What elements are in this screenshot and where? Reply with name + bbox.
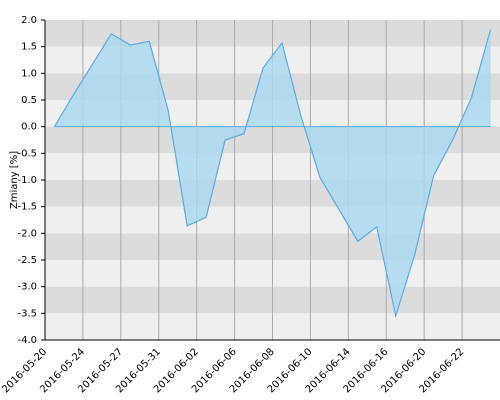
y-tick-label: 1.0 <box>21 68 37 79</box>
y-tick-label: 2.0 <box>21 15 37 26</box>
y-tick-label: -2.5 <box>17 255 37 266</box>
y-tick-label: -3.5 <box>17 308 37 319</box>
line <box>53 29 492 319</box>
y-tick-label: -1.5 <box>17 202 37 213</box>
y-axis-label: Zmiany [%] <box>9 151 20 209</box>
y-tick-label: -3.0 <box>17 282 37 293</box>
y-tick-label: 0.5 <box>21 95 37 106</box>
y-tick-label: -0.5 <box>17 148 37 159</box>
y-tick-label: -2.0 <box>17 228 37 239</box>
y-tick-label: 0.0 <box>21 122 37 133</box>
area-fill <box>54 29 491 316</box>
y-tick-label: 1.5 <box>21 42 37 53</box>
y-tick-label: -4.0 <box>17 335 37 346</box>
y-tick-label: -1.0 <box>17 175 37 186</box>
